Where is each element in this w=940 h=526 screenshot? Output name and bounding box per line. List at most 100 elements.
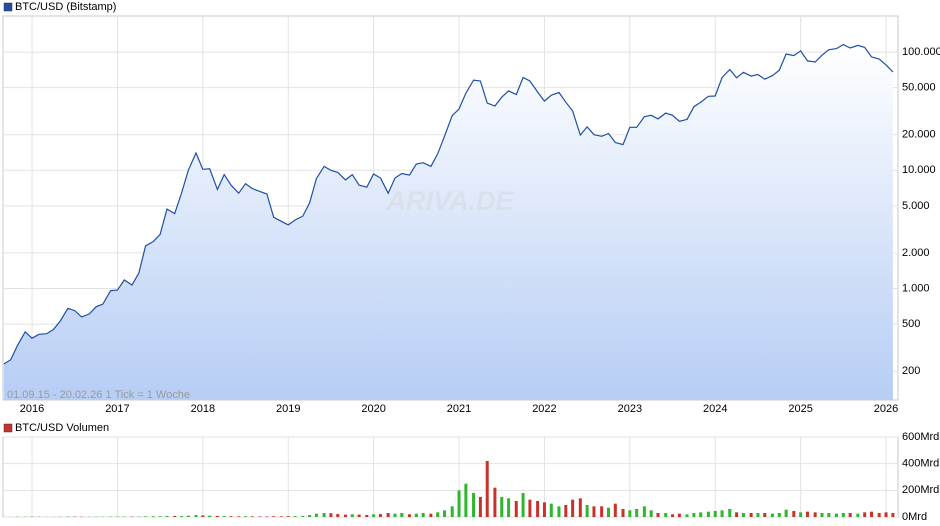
volume-bar <box>571 499 575 517</box>
volume-bar <box>336 514 340 517</box>
volume-bar <box>692 513 696 517</box>
volume-bar <box>493 487 497 517</box>
volume-bar <box>870 511 874 517</box>
y-tick-label: 200 <box>902 365 920 377</box>
volume-bar <box>805 511 809 517</box>
volume-bar <box>408 514 412 517</box>
x-tick-label: 2019 <box>276 403 300 415</box>
volume-bar <box>891 513 895 517</box>
y-tick-label: 400Mrd <box>902 458 939 470</box>
y-tick-label: 2.000 <box>902 247 930 259</box>
volume-bar <box>763 513 767 517</box>
volume-bar <box>628 510 632 517</box>
volume-bar <box>222 516 226 517</box>
volume-bar <box>165 515 169 517</box>
volume-bar <box>592 506 596 517</box>
y-tick-label: 600Mrd <box>902 431 939 443</box>
volume-bar <box>856 513 860 517</box>
volume-bar <box>450 506 454 517</box>
volume-bar <box>201 515 205 517</box>
y-tick-label: 1.000 <box>902 282 930 294</box>
volume-bar <box>799 512 803 517</box>
volume-bar <box>777 513 781 517</box>
volume-bar <box>244 516 248 517</box>
y-tick-label: 50.000 <box>902 82 936 94</box>
volume-bar <box>706 511 710 517</box>
y-tick-label: 500 <box>902 318 920 330</box>
volume-bar <box>863 512 867 517</box>
watermark: ARIVA.DE <box>385 186 514 216</box>
volume-bar <box>671 514 675 517</box>
legend-marker <box>3 423 13 433</box>
volume-bar <box>784 509 788 517</box>
volume-bar <box>820 513 824 517</box>
x-tick-label: 2018 <box>191 403 215 415</box>
volume-bar <box>414 513 418 517</box>
volume-bar <box>578 498 582 517</box>
volume-bar <box>372 514 376 517</box>
legend-label: BTC/USD (Bitstamp) <box>15 1 116 13</box>
y-tick-label: 200Mrd <box>902 484 939 496</box>
price-area <box>3 44 893 400</box>
volume-bar <box>635 509 639 517</box>
volume-bar <box>500 497 504 517</box>
volume-bar <box>250 516 254 517</box>
x-tick-label: 2017 <box>105 403 129 415</box>
volume-bar <box>835 513 839 517</box>
volume-bar <box>279 516 283 517</box>
volume-bar <box>378 514 382 517</box>
volume-bar <box>421 513 425 517</box>
volume-bar <box>472 493 476 517</box>
volume-bar <box>429 513 433 517</box>
volume-bar <box>308 515 312 517</box>
volume-bar <box>386 513 390 517</box>
volume-bar <box>186 515 190 517</box>
volume-bar <box>173 515 177 517</box>
volume-bar <box>656 513 660 517</box>
volume-bar <box>528 499 532 517</box>
volume-bar <box>536 501 540 517</box>
volume-bar <box>749 513 753 517</box>
volume-bar <box>322 513 326 517</box>
volume-bar <box>343 514 347 517</box>
volume-bar <box>237 516 241 517</box>
volume-bar <box>756 513 760 517</box>
volume-bar <box>443 510 447 517</box>
volume-bar <box>699 512 703 517</box>
volume-bar <box>514 501 518 517</box>
volume-bar <box>144 516 148 517</box>
volume-bar <box>677 513 681 517</box>
volume-bar <box>564 505 568 517</box>
volume-bar <box>464 483 468 517</box>
volume-bar <box>600 506 604 517</box>
date-range-note: 01.09.15 - 20.02.26 1 Tick = 1 Woche <box>7 389 190 401</box>
volume-bar <box>621 509 625 517</box>
volume-bar <box>301 515 305 517</box>
volume-bar <box>329 513 333 517</box>
volume-bar <box>557 506 561 517</box>
volume-bar <box>735 512 739 517</box>
volume-bar <box>848 513 852 517</box>
volume-bar <box>265 516 269 517</box>
y-tick-label: 10.000 <box>902 164 936 176</box>
volume-bar <box>158 516 162 517</box>
x-tick-label: 2025 <box>788 403 812 415</box>
volume-bar <box>713 511 717 517</box>
x-tick-label: 2020 <box>361 403 385 415</box>
y-tick-label: 20.000 <box>902 129 936 141</box>
x-tick-label: 2022 <box>532 403 556 415</box>
volume-plot-frame <box>2 436 899 518</box>
volume-bar <box>485 461 489 517</box>
volume-bar <box>393 513 397 517</box>
volume-bar <box>649 510 653 517</box>
x-tick-label: 2021 <box>447 403 471 415</box>
volume-bar <box>286 516 290 517</box>
y-tick-label: 0Mrd <box>902 511 927 523</box>
volume-bar <box>507 498 511 517</box>
volume-bar <box>229 516 233 517</box>
volume-bar <box>613 503 617 517</box>
volume-bar <box>549 503 553 517</box>
volume-bar <box>813 512 817 517</box>
volume-bar <box>293 516 297 517</box>
